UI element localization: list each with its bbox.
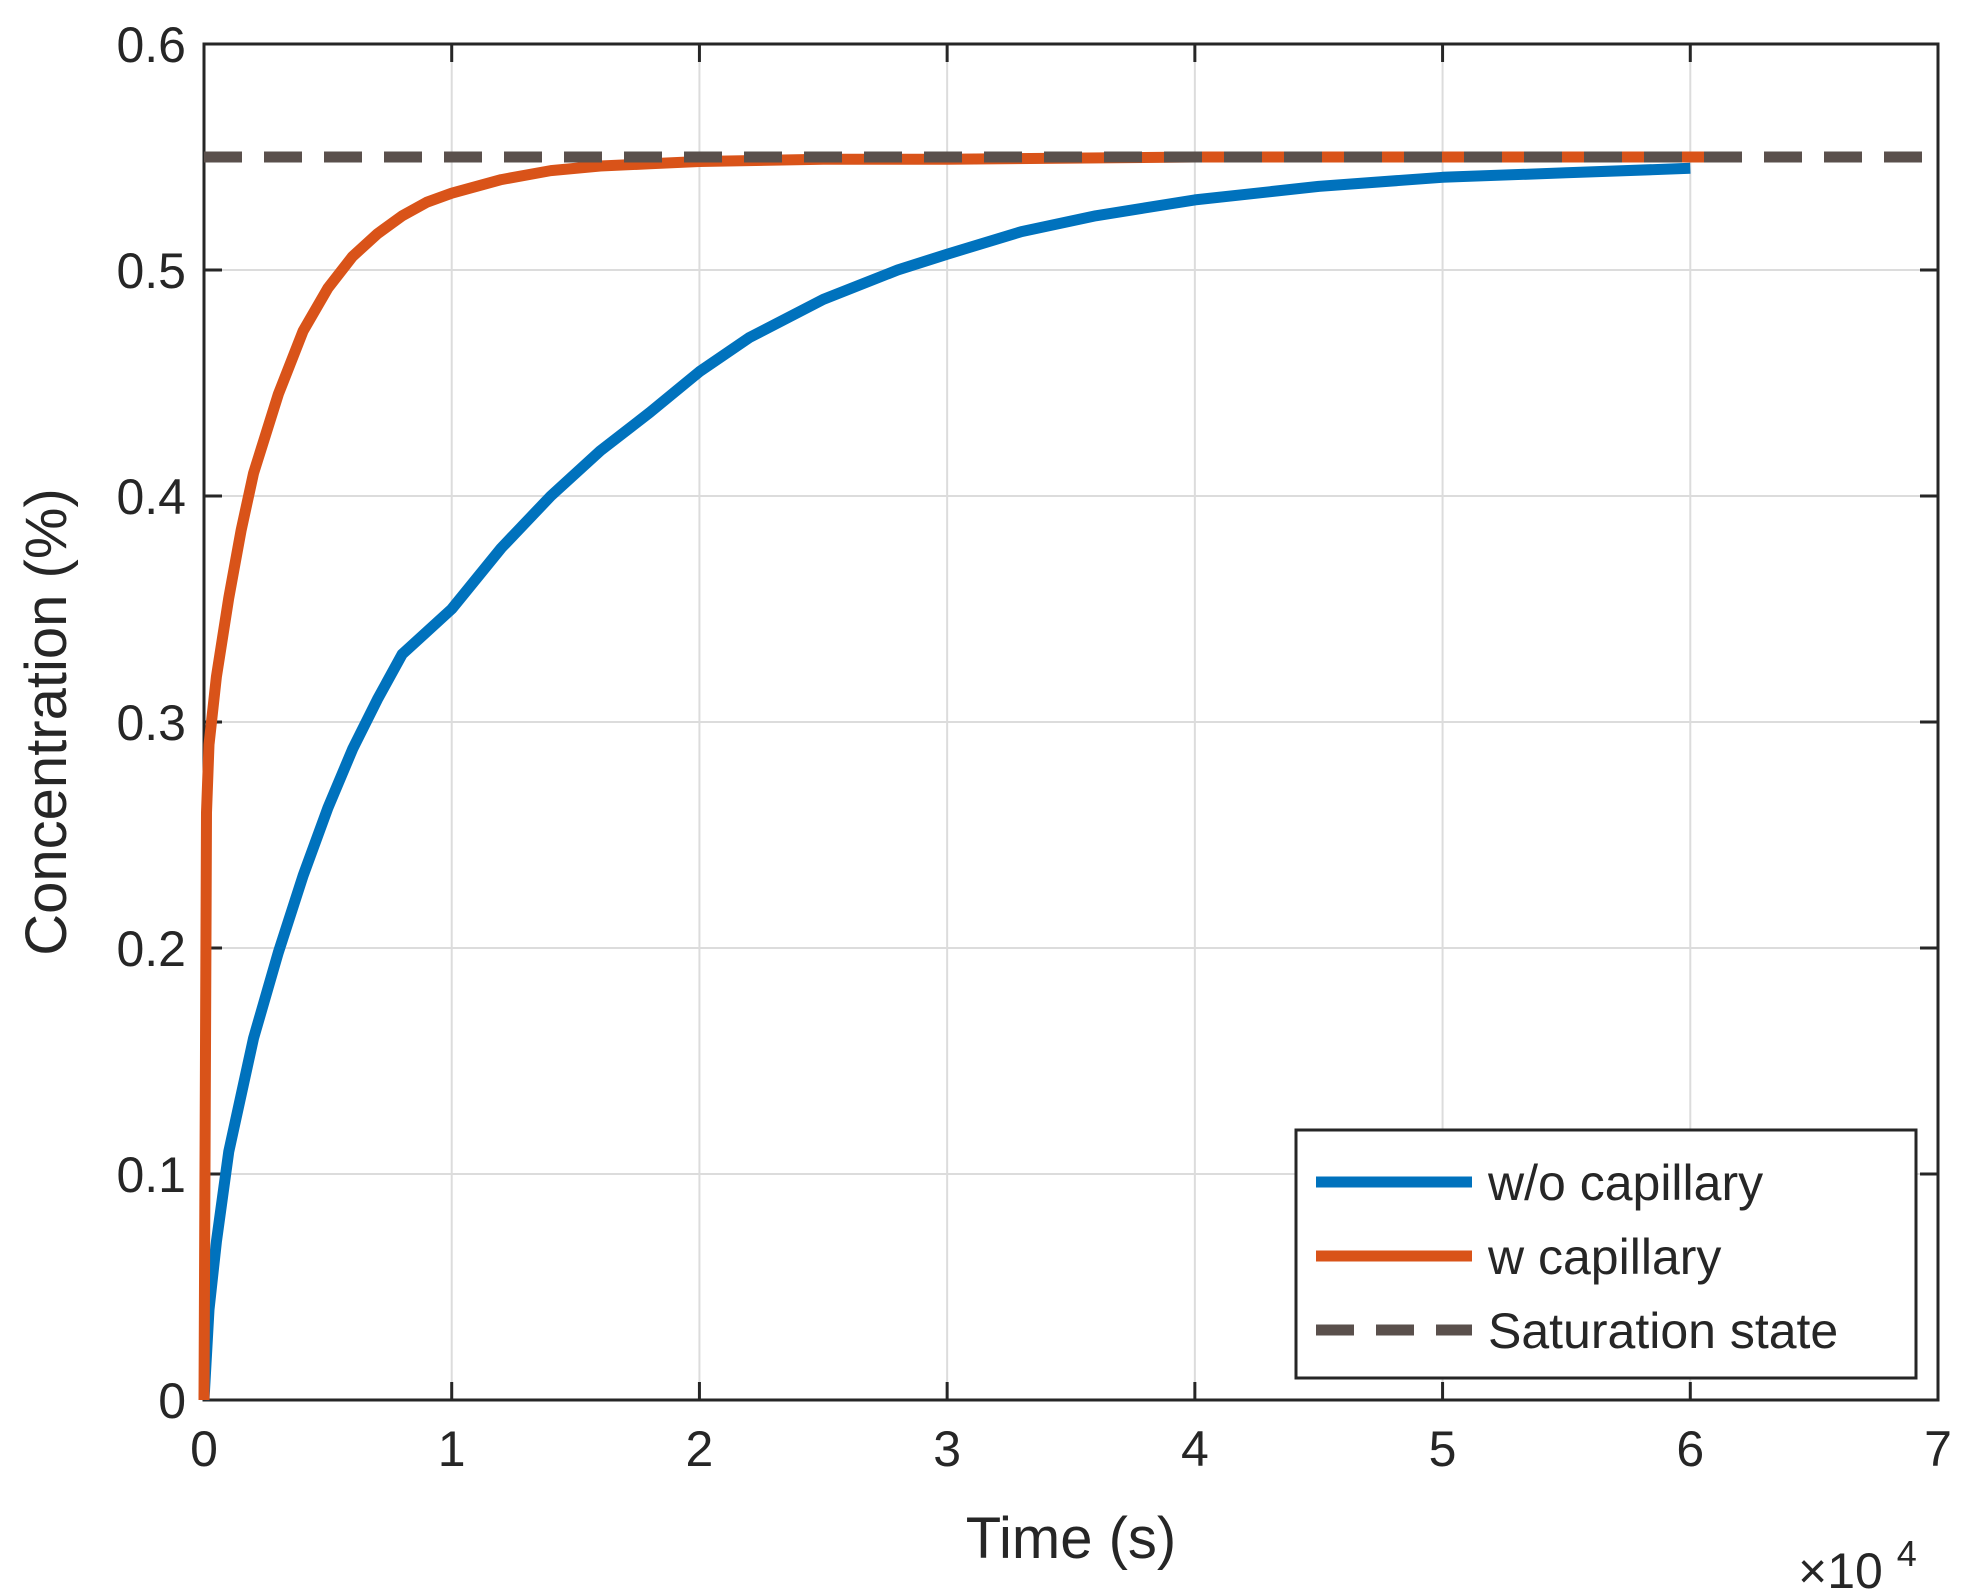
series-line-0 bbox=[198, 162, 1691, 1401]
x-tick-label: 5 bbox=[1429, 1421, 1457, 1477]
legend-label-1: w capillary bbox=[1487, 1229, 1721, 1285]
x-tick-label: 0 bbox=[190, 1421, 218, 1477]
legend-label-2: Saturation state bbox=[1488, 1303, 1838, 1359]
tick-labels: 0 1 2 3 4 5 6 7 0 0.1 0.2 0.3 0.4 0.5 0.6 bbox=[116, 17, 1951, 1477]
y-tick-label: 0.6 bbox=[116, 17, 186, 73]
y-tick-label: 0.2 bbox=[116, 921, 186, 977]
x-tick-label: 1 bbox=[438, 1421, 466, 1477]
x-tick-label: 3 bbox=[933, 1421, 961, 1477]
y-tick-label: 0.4 bbox=[116, 469, 186, 525]
grid-lines bbox=[204, 44, 1938, 1400]
x-tick-label: 2 bbox=[686, 1421, 714, 1477]
y-axis-label: Concentration (%) bbox=[14, 488, 79, 955]
y-tick-label: 0 bbox=[158, 1373, 186, 1429]
x-tick-label: 7 bbox=[1924, 1421, 1952, 1477]
y-tick-label: 0.3 bbox=[116, 695, 186, 751]
x-axis-label: Time (s) bbox=[966, 1506, 1176, 1571]
y-tick-label: 0.5 bbox=[116, 243, 186, 299]
series-lines bbox=[198, 151, 1938, 1401]
x-axis-multiplier: ×10 4 bbox=[1798, 1533, 1917, 1595]
x-multiplier-exponent: 4 bbox=[1897, 1533, 1917, 1574]
x-tick-label: 6 bbox=[1676, 1421, 1704, 1477]
x-tick-label: 4 bbox=[1181, 1421, 1209, 1477]
y-tick-label: 0.1 bbox=[116, 1147, 186, 1203]
legend-label-0: w/o capillary bbox=[1487, 1155, 1763, 1211]
legend: w/o capillary w capillary Saturation state bbox=[1294, 1128, 1918, 1380]
x-multiplier-base: ×10 bbox=[1798, 1543, 1883, 1595]
